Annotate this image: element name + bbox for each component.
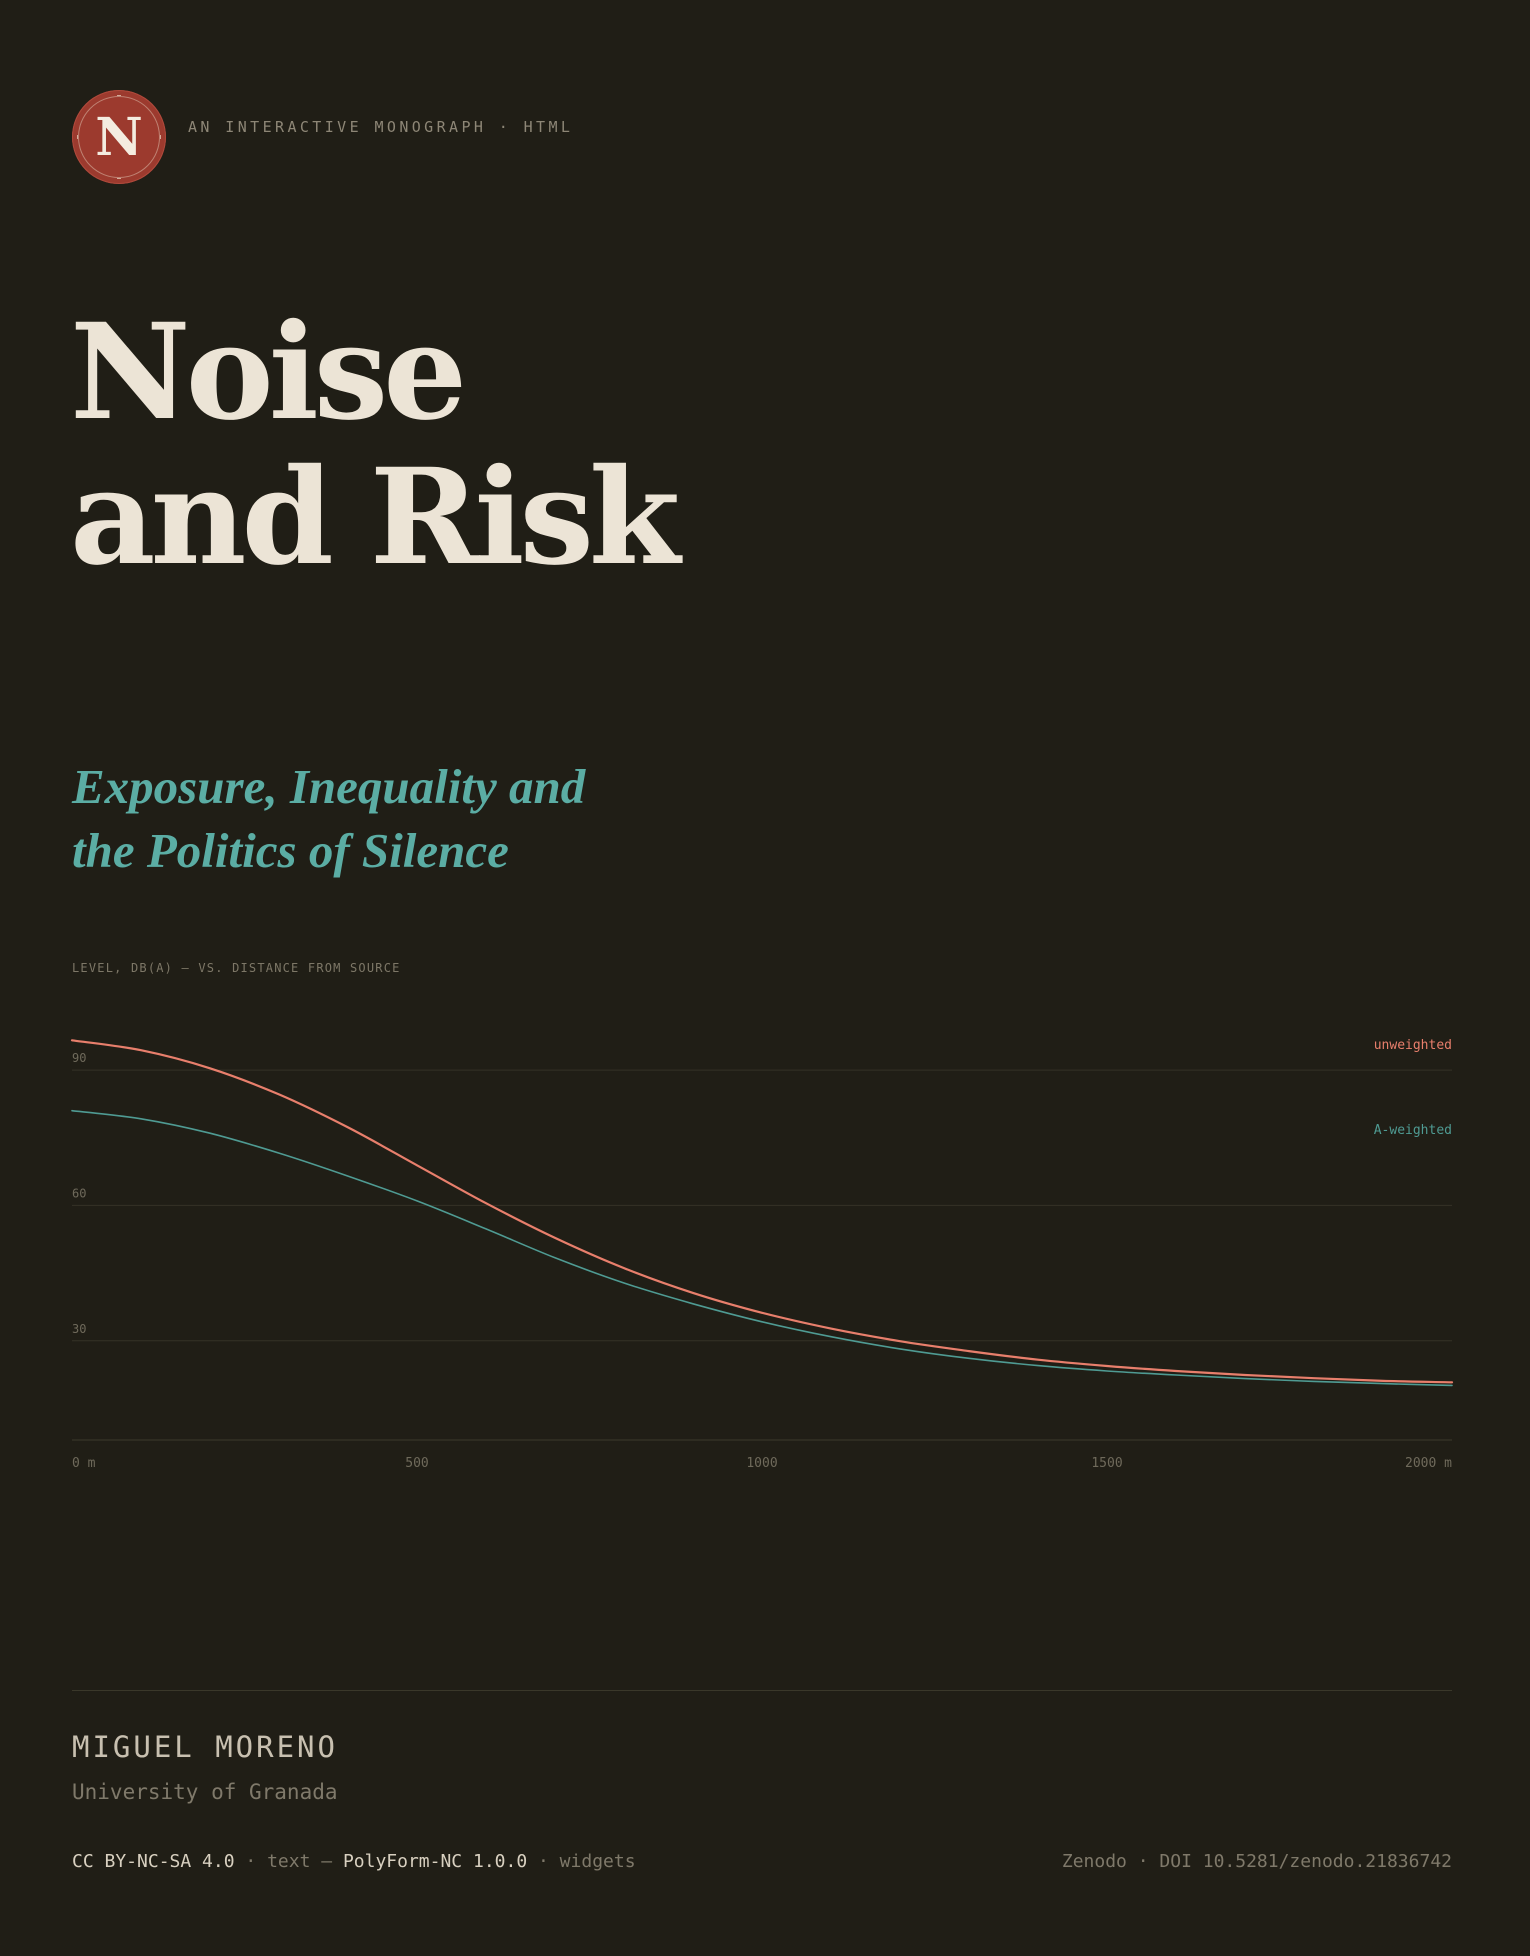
license-widgets: PolyForm-NC 1.0.0 [342, 1851, 528, 1872]
y-tick-label-90: 90 [72, 1051, 86, 1065]
y-tick-label-30: 30 [72, 1322, 86, 1336]
chart-series [70, 1039, 1454, 1387]
page-subtitle: Exposure, Inequality and the Politics of… [72, 755, 585, 883]
license-text-separator: · text — [234, 1851, 343, 1872]
logo-letter: N [95, 106, 143, 168]
author-affiliation: University of Granada [72, 1780, 338, 1804]
doi-reference: Zenodo · DOI 10.5281/zenodo.21836742 [1061, 1851, 1452, 1872]
x-tick-label-2000: 2000 m [1405, 1456, 1452, 1471]
license-widgets-separator: · widgets [527, 1851, 636, 1872]
x-tick-label-1000: 1000 [746, 1456, 777, 1471]
logo-tick-top [117, 95, 121, 96]
footer-divider [72, 1690, 1452, 1691]
title-line-2: and Risk [70, 440, 680, 595]
monograph-logo: N [72, 90, 166, 184]
chart-gridlines [72, 1069, 1452, 1441]
subtitle-line-2: the Politics of Silence [72, 823, 509, 878]
x-tick-label-0: 0 m [72, 1456, 96, 1471]
license-text: CC BY-NC-SA 4.0 [72, 1851, 235, 1872]
chart-x-ticks: 0 m 500 1000 1500 2000 m [72, 1456, 1452, 1471]
logo-tick-right [160, 135, 161, 139]
series-line-unweighted [70, 1039, 1454, 1384]
x-tick-label-500: 500 [405, 1456, 428, 1471]
series-line-a-weighted [71, 1109, 1453, 1387]
license-line: CC BY-NC-SA 4.0 · text — PolyForm-NC 1.0… [72, 1851, 636, 1872]
logo-tick-bottom [117, 178, 121, 179]
y-tick-label-60: 60 [72, 1186, 86, 1200]
page-title: Noise and Risk [70, 295, 680, 595]
logo-ring [78, 96, 160, 178]
monograph-kicker: AN INTERACTIVE MONOGRAPH · HTML [188, 118, 574, 136]
author-name: MIGUEL MORENO [72, 1730, 338, 1764]
chart-caption: LEVEL, DB(A) — VS. DISTANCE FROM SOURCE [72, 961, 401, 975]
level-vs-distance-chart: 90 60 30 0 m 500 1000 1500 2000 m unweighted A-… [70, 1038, 1454, 1471]
chart-legend: unweighted A-weighted [1374, 1038, 1452, 1138]
logo-tick-left [77, 135, 78, 139]
x-tick-label-1500: 1500 [1091, 1456, 1122, 1471]
legend-label-unweighted: unweighted [1374, 1038, 1452, 1053]
subtitle-line-1: Exposure, Inequality and [72, 759, 586, 814]
chart-y-ticks: 90 60 30 [72, 1051, 86, 1336]
title-line-1: Noise [70, 295, 467, 450]
legend-label-a-weighted: A-weighted [1374, 1123, 1452, 1138]
